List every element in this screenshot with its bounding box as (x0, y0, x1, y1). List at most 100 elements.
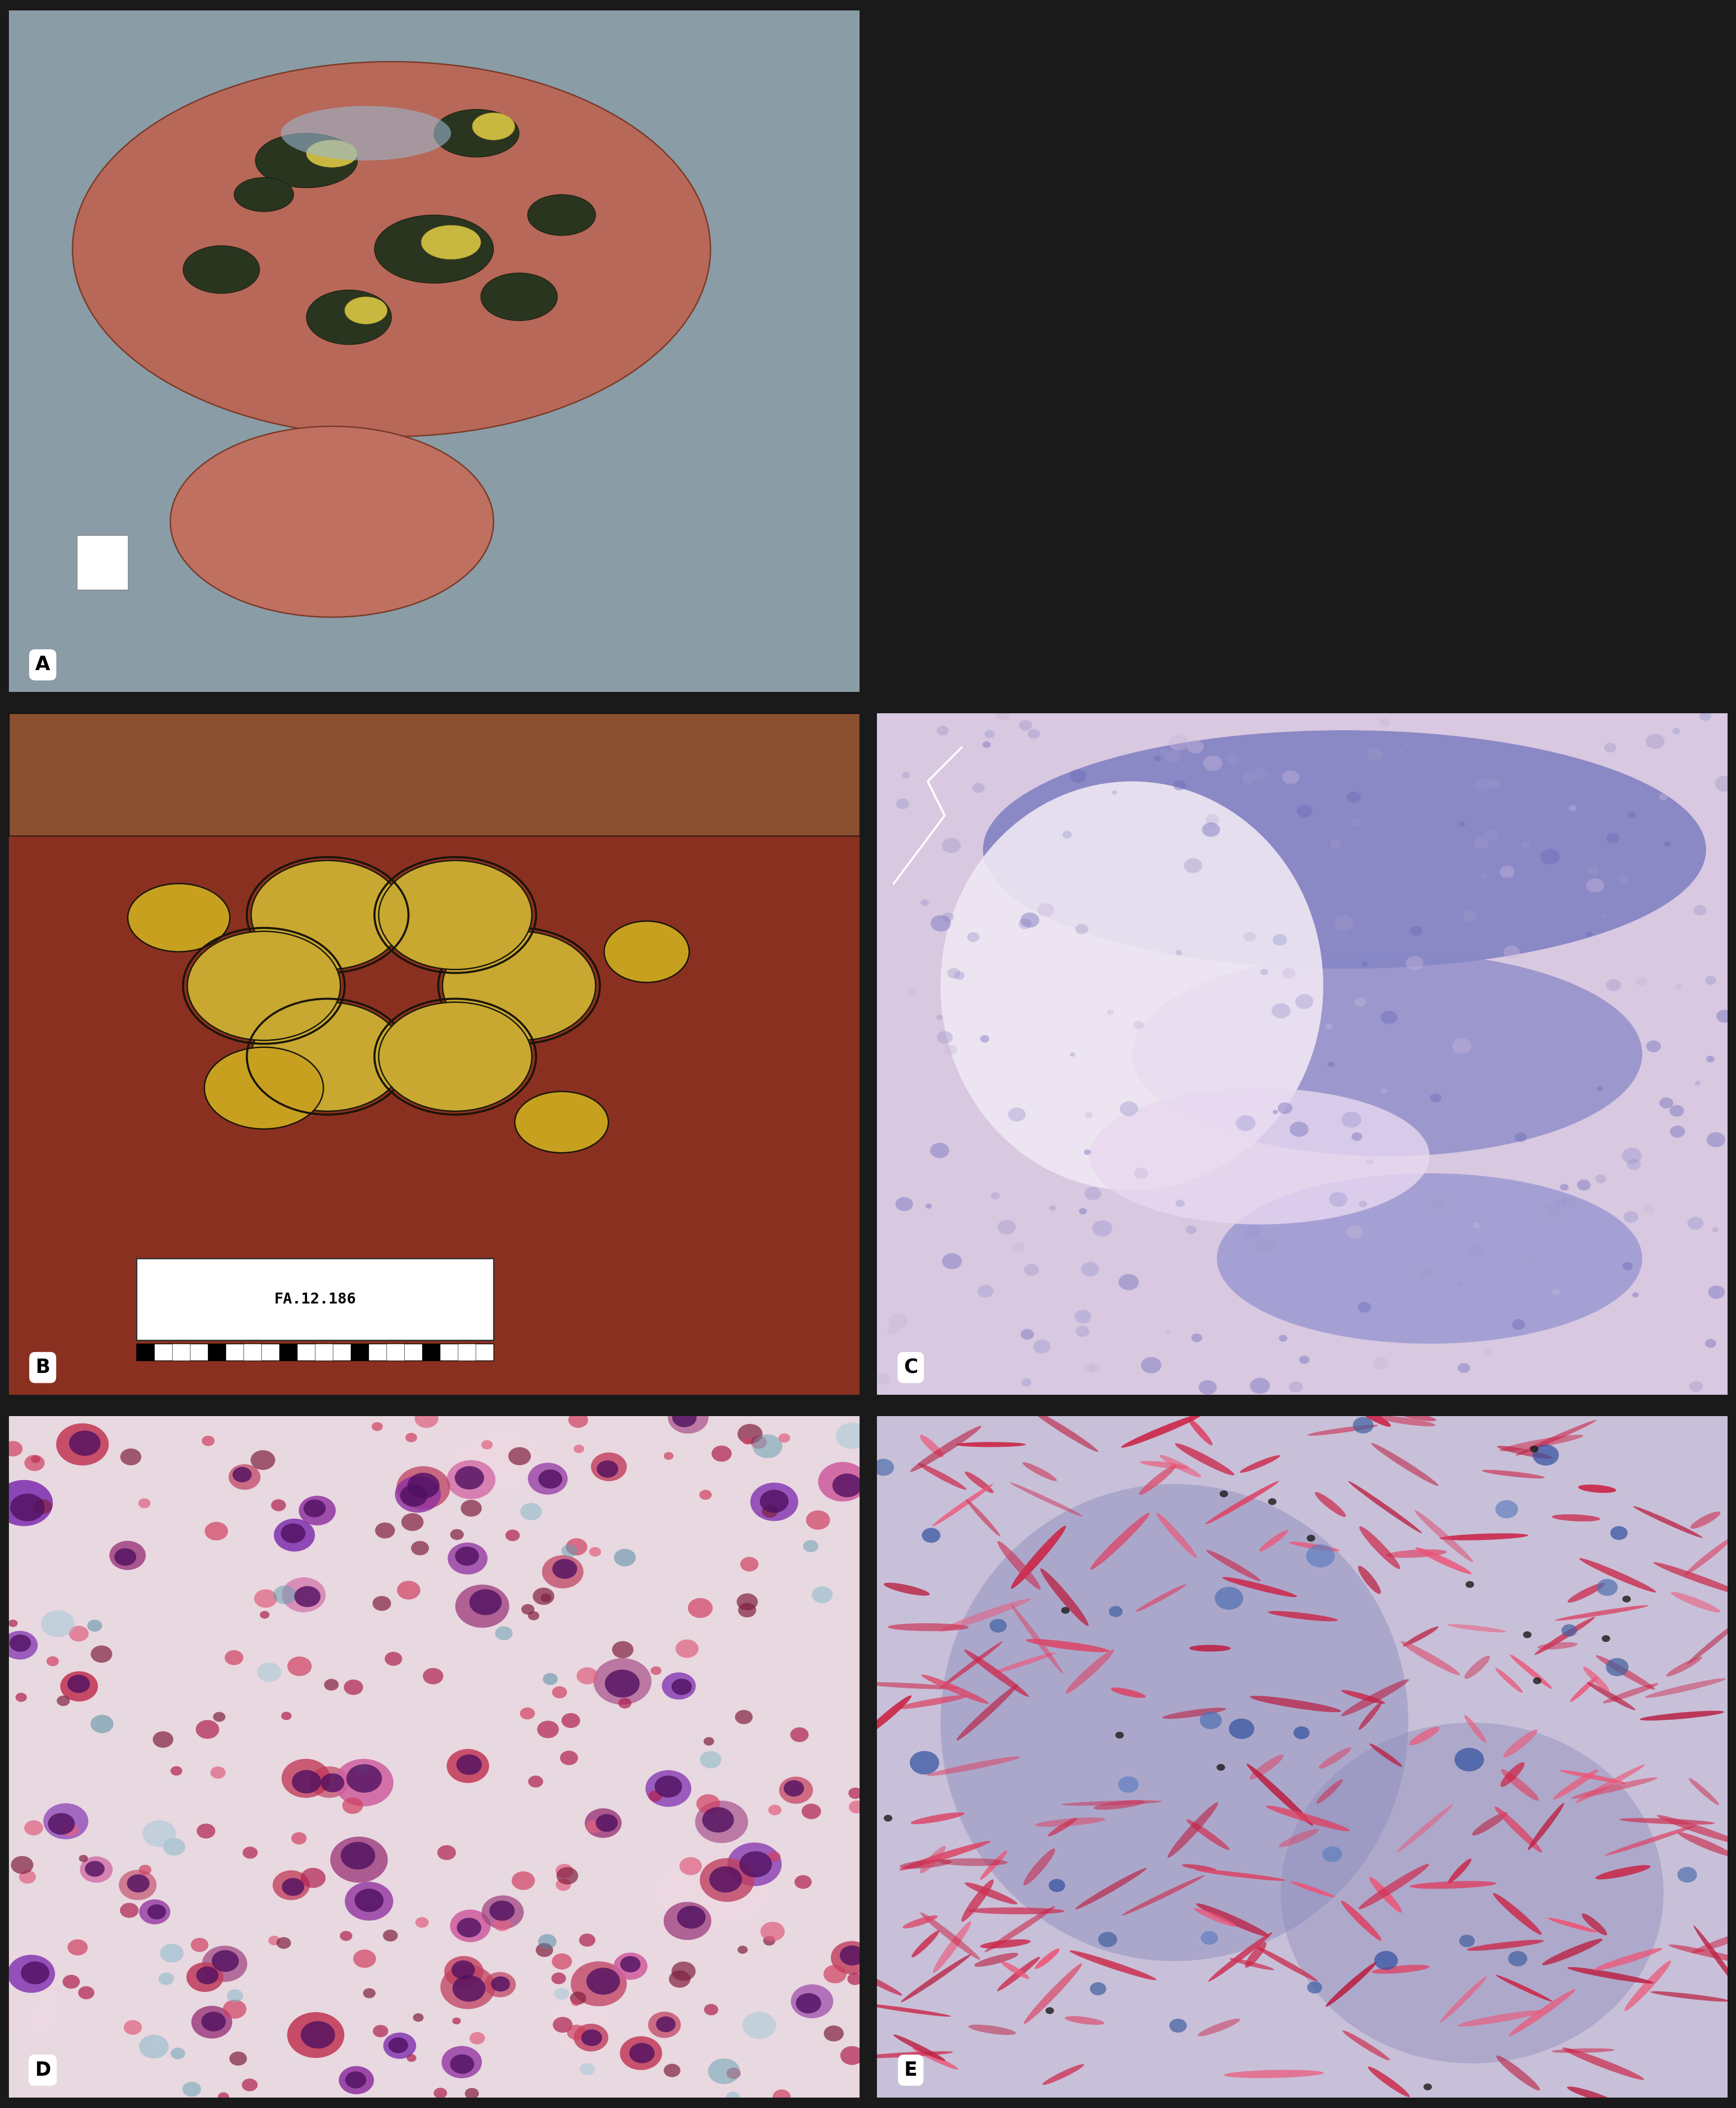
Ellipse shape (1689, 1777, 1719, 1804)
Circle shape (1479, 873, 1488, 879)
Circle shape (663, 1901, 712, 1939)
Circle shape (196, 1967, 219, 1984)
Ellipse shape (974, 1952, 1019, 1967)
Circle shape (1660, 1098, 1674, 1109)
Ellipse shape (1307, 1425, 1378, 1436)
Circle shape (738, 1602, 757, 1617)
Circle shape (1540, 850, 1559, 864)
Circle shape (668, 1971, 691, 1988)
Circle shape (109, 1541, 146, 1570)
Circle shape (556, 1878, 571, 1891)
Circle shape (304, 1499, 326, 1518)
Ellipse shape (1132, 953, 1642, 1155)
Ellipse shape (1602, 1682, 1658, 1703)
Circle shape (790, 1726, 809, 1741)
Ellipse shape (1002, 1960, 1029, 1979)
Ellipse shape (1358, 1566, 1380, 1594)
Circle shape (769, 1804, 781, 1815)
Circle shape (1099, 1931, 1118, 1948)
Circle shape (1215, 1587, 1243, 1611)
Ellipse shape (0, 1570, 80, 1621)
Circle shape (19, 1870, 36, 1885)
Circle shape (580, 2064, 595, 2074)
Circle shape (677, 1906, 705, 1929)
Circle shape (491, 1977, 510, 1992)
Circle shape (977, 1286, 993, 1299)
Circle shape (1455, 1748, 1484, 1771)
Ellipse shape (1679, 1832, 1734, 1857)
Circle shape (738, 1423, 762, 1444)
Circle shape (1082, 1263, 1099, 1275)
Ellipse shape (1371, 1444, 1439, 1486)
Circle shape (1049, 1878, 1066, 1893)
Circle shape (696, 1794, 720, 1813)
Ellipse shape (1439, 1975, 1488, 2024)
Circle shape (1012, 1242, 1024, 1252)
Ellipse shape (1401, 1642, 1460, 1676)
Circle shape (406, 2053, 417, 2062)
Circle shape (1595, 1174, 1606, 1183)
Ellipse shape (1168, 1802, 1219, 1857)
Circle shape (585, 1819, 602, 1834)
Ellipse shape (866, 2005, 951, 2017)
Circle shape (384, 2032, 417, 2060)
Circle shape (1226, 755, 1240, 765)
Ellipse shape (858, 2051, 953, 2057)
Circle shape (1512, 1100, 1526, 1111)
Ellipse shape (1667, 1657, 1701, 1676)
Circle shape (1272, 934, 1286, 946)
Circle shape (585, 1809, 621, 1838)
Ellipse shape (1538, 1642, 1578, 1648)
Circle shape (792, 1984, 833, 2017)
Circle shape (528, 1775, 543, 1788)
Circle shape (373, 1596, 391, 1611)
Circle shape (1366, 1159, 1373, 1166)
Circle shape (1611, 1526, 1628, 1541)
Ellipse shape (894, 2034, 946, 2062)
Circle shape (344, 1680, 363, 1695)
Circle shape (62, 1823, 78, 1836)
Circle shape (613, 1642, 634, 1659)
Circle shape (158, 1973, 174, 1986)
Ellipse shape (701, 1661, 786, 1705)
Circle shape (1460, 1935, 1476, 1948)
Ellipse shape (1496, 2055, 1540, 2091)
Circle shape (68, 1939, 89, 1956)
Circle shape (250, 1450, 276, 1469)
Ellipse shape (1691, 1929, 1736, 1954)
Circle shape (1019, 721, 1033, 731)
Circle shape (818, 1463, 868, 1501)
Ellipse shape (1385, 1549, 1446, 1558)
Circle shape (33, 1499, 52, 1514)
Circle shape (455, 1585, 509, 1627)
Ellipse shape (1694, 1925, 1736, 1996)
Circle shape (1474, 837, 1489, 850)
Circle shape (481, 1895, 524, 1929)
Circle shape (925, 1204, 932, 1208)
Ellipse shape (387, 1785, 439, 1887)
Circle shape (1533, 1444, 1559, 1465)
Circle shape (47, 1657, 59, 1665)
Ellipse shape (1620, 1817, 1715, 1826)
Circle shape (1045, 2007, 1054, 2013)
Circle shape (943, 839, 960, 854)
Circle shape (1554, 1197, 1566, 1208)
Ellipse shape (31, 1988, 94, 2047)
Circle shape (656, 2017, 675, 2032)
Circle shape (148, 1904, 167, 1920)
Ellipse shape (1595, 1655, 1654, 1691)
Circle shape (1406, 955, 1424, 970)
Circle shape (1245, 1225, 1260, 1237)
Circle shape (1111, 790, 1118, 795)
Circle shape (1200, 1381, 1217, 1395)
Circle shape (68, 1674, 90, 1693)
Circle shape (1505, 993, 1517, 1001)
Circle shape (1333, 915, 1354, 932)
Circle shape (61, 1672, 97, 1701)
Circle shape (556, 1863, 573, 1878)
Ellipse shape (1198, 2019, 1240, 2036)
Ellipse shape (899, 1840, 991, 1870)
Circle shape (1184, 858, 1203, 873)
Circle shape (1203, 755, 1222, 772)
Circle shape (568, 2024, 587, 2041)
